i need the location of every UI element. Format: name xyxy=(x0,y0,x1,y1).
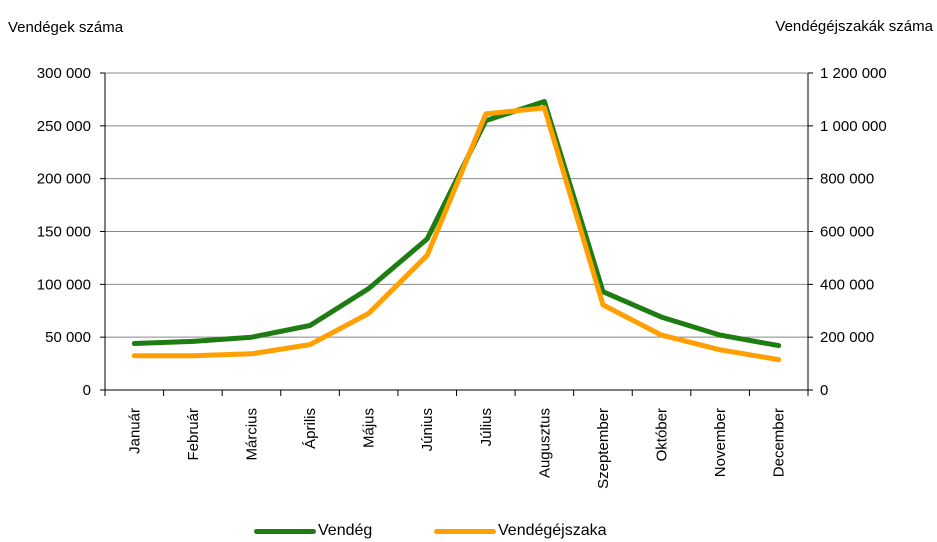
legend-item-vendeg: Vendég xyxy=(254,520,372,542)
series-line-vendeg xyxy=(131,99,782,349)
series-line-vendegejszaka xyxy=(131,105,782,363)
legend-label-vendegejszaka: Vendégéjszaka xyxy=(498,522,607,539)
y-left-tick-label: 250 000 xyxy=(37,118,91,135)
y-axis-right-title: Vendégéjszakák száma xyxy=(775,18,933,35)
x-tick-label: Október xyxy=(654,408,671,461)
x-tick-label: Június xyxy=(419,408,436,451)
legend-item-vendegejszaka: Vendégéjszaka xyxy=(434,520,607,542)
legend-label-vendeg: Vendég xyxy=(318,522,373,539)
x-tick-label: Január xyxy=(126,408,143,454)
y-right-tick-label: 600 000 xyxy=(820,224,874,241)
y-left-tick-label: 200 000 xyxy=(37,171,91,188)
y-left-tick-label: 0 xyxy=(83,382,91,399)
y-right-tick-label: 1 000 000 xyxy=(820,118,887,135)
x-tick-label: Április xyxy=(302,408,319,449)
x-tick-label: Július xyxy=(478,408,495,446)
y-right-tick-label: 800 000 xyxy=(820,171,874,188)
x-tick-label: Március xyxy=(243,408,260,461)
y-right-tick-label: 200 000 xyxy=(820,329,874,346)
x-tick-label: December xyxy=(771,408,788,477)
x-tick-label: Augusztus xyxy=(536,408,553,478)
y-right-tick-label: 1 200 000 xyxy=(820,65,887,82)
y-right-tick-label: 400 000 xyxy=(820,276,874,293)
x-tick-label: Szeptember xyxy=(595,408,612,489)
legend-swatch-vendegejszaka xyxy=(434,528,496,534)
y-axis-left-title: Vendégek száma xyxy=(8,19,124,36)
y-right-tick-label: 0 xyxy=(820,382,828,399)
x-tick-label: Február xyxy=(185,408,202,461)
x-tick-label: Május xyxy=(361,408,378,448)
y-left-tick-label: 50 000 xyxy=(45,329,91,346)
y-left-tick-label: 300 000 xyxy=(37,65,91,82)
y-left-tick-label: 100 000 xyxy=(37,276,91,293)
legend-swatch-vendeg xyxy=(254,528,316,534)
x-tick-label: November xyxy=(712,408,729,477)
y-left-tick-label: 150 000 xyxy=(37,224,91,241)
